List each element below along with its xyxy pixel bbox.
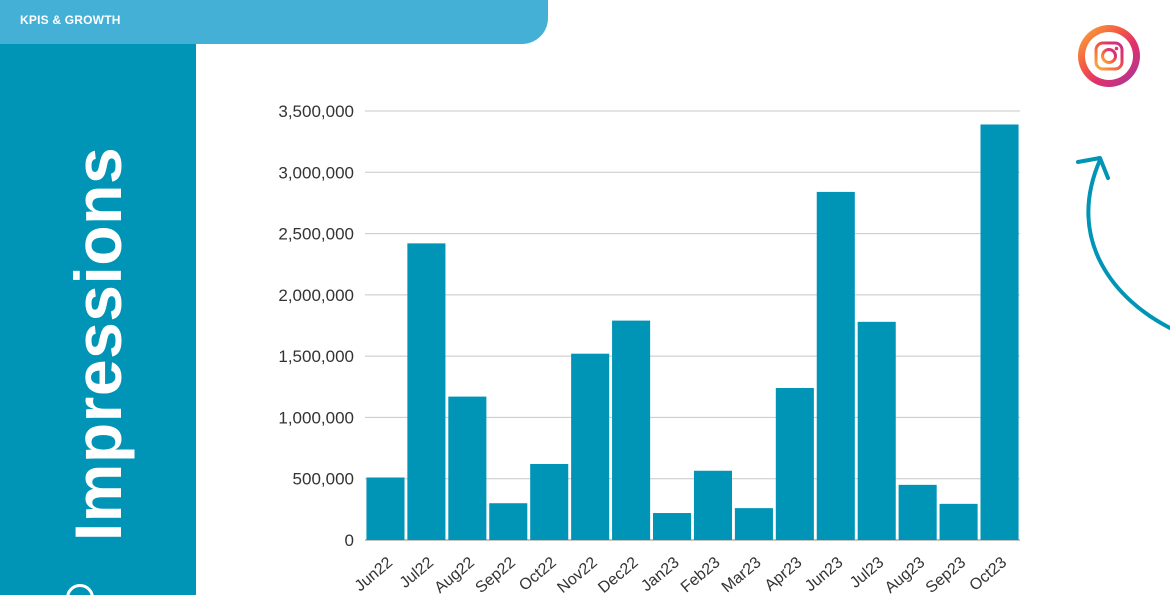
- y-tick-label: 2,500,000: [278, 225, 354, 244]
- y-tick-label: 3,500,000: [278, 102, 354, 121]
- x-tick-label: Mar23: [719, 554, 765, 595]
- x-tick-label: Jun22: [352, 554, 396, 595]
- x-tick-label: Aug23: [882, 554, 928, 595]
- bar-Apr23: [775, 388, 814, 540]
- x-tick-label: Jan23: [638, 554, 682, 595]
- bar-Nov22: [571, 353, 610, 540]
- bars: [366, 124, 1019, 541]
- y-tick-label: 3,000,000: [278, 163, 354, 182]
- bar-Jul23: [857, 321, 896, 540]
- instagram-glyph-icon: [1094, 41, 1124, 71]
- x-tick-label: Jun23: [802, 554, 846, 595]
- y-tick-label: 500,000: [293, 470, 354, 489]
- bar-Jul22: [407, 243, 446, 540]
- bar-Oct23: [980, 124, 1019, 541]
- y-axis: 0 500,000 1,000,000 1,500,000 2,000,000 2,500…: [278, 102, 354, 550]
- y-tick-label: 1,500,000: [278, 347, 354, 366]
- bar-Jun22: [366, 477, 405, 540]
- bar-Aug22: [448, 396, 487, 540]
- x-tick-label: Jul23: [847, 554, 887, 592]
- bar-Sep22: [489, 503, 528, 540]
- bar-Jun23: [816, 191, 855, 540]
- bar-chart: 0 500,000 1,000,000 1,500,000 2,000,000 2,500…: [278, 102, 1020, 595]
- bar-Oct22: [530, 464, 569, 540]
- x-axis: Jun22 Jul22Aug22Sep22Oct22Nov22Dec22Jan23…: [352, 554, 1010, 595]
- brand-logo-icon: [66, 584, 94, 612]
- x-tick-label: Nov22: [554, 554, 600, 595]
- x-tick-label: Dec22: [595, 554, 641, 595]
- x-tick-label: Oct22: [516, 554, 560, 595]
- y-tick-label: 0: [345, 531, 354, 550]
- x-tick-label: Sep23: [923, 554, 969, 595]
- instagram-icon: [1078, 25, 1140, 87]
- side-panel: Impressions: [0, 44, 196, 595]
- bar-Sep23: [939, 503, 978, 540]
- x-tick-label: Sep22: [472, 554, 518, 595]
- section-label: KPIS & GROWTH: [20, 13, 121, 27]
- side-title: Impressions: [61, 146, 135, 542]
- bar-Mar23: [734, 508, 773, 540]
- bar-Aug23: [898, 484, 937, 540]
- x-tick-label: Feb23: [678, 554, 724, 595]
- bar-Jan23: [652, 513, 692, 540]
- y-tick-label: 2,000,000: [278, 286, 354, 305]
- curved-arrow-icon: [1076, 156, 1170, 330]
- y-tick-label: 1,000,000: [278, 408, 354, 427]
- x-tick-label: Jul22: [397, 554, 437, 592]
- header-tab: KPIS & GROWTH: [0, 0, 548, 44]
- x-tick-label: Oct23: [966, 554, 1010, 595]
- bar-Dec22: [612, 320, 651, 540]
- bar-Feb23: [693, 470, 733, 540]
- x-tick-label: Aug22: [432, 554, 478, 595]
- x-tick-label: Apr23: [762, 554, 806, 595]
